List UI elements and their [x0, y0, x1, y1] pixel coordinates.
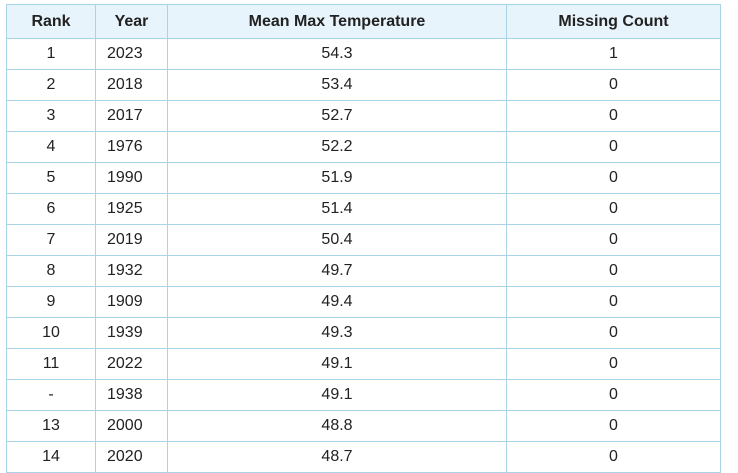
- table-cell: 1932: [95, 255, 168, 287]
- table-cell: 1909: [95, 286, 168, 318]
- table-row: 13 2000 48.8 0: [6, 410, 721, 442]
- rank-table: Rank Year Mean Max Temperature Missing Coun…: [6, 4, 721, 473]
- header-cell: Mean Max Temperature: [167, 4, 507, 39]
- table-cell: 48.8: [167, 410, 507, 442]
- table-cell: 7: [6, 224, 96, 256]
- table-row: 8 1932 49.7 0: [6, 255, 721, 287]
- table-cell: 0: [506, 286, 721, 318]
- table-cell: 49.1: [167, 348, 507, 380]
- table-cell: 2018: [95, 69, 168, 101]
- table-cell: 53.4: [167, 69, 507, 101]
- table-row: 3 2017 52.7 0: [6, 100, 721, 132]
- table-cell: 0: [506, 131, 721, 163]
- table-cell: 50.4: [167, 224, 507, 256]
- table-cell: 5: [6, 162, 96, 194]
- table-cell: 0: [506, 317, 721, 349]
- table-cell: 52.2: [167, 131, 507, 163]
- table-cell: 2019: [95, 224, 168, 256]
- table-cell: 3: [6, 100, 96, 132]
- table-cell: 0: [506, 69, 721, 101]
- table-cell: 2000: [95, 410, 168, 442]
- table-body: 1 2023 54.3 1 2 2018 53.4 0 3 2017 52.7 0 4 1976 52.2 0…: [6, 38, 721, 473]
- table-cell: 2: [6, 69, 96, 101]
- table-cell: 52.7: [167, 100, 507, 132]
- table-row: 1 2023 54.3 1: [6, 38, 721, 70]
- table-row: 11 2022 49.1 0: [6, 348, 721, 380]
- table-row: -1938 49.1 0: [6, 379, 721, 411]
- table-cell: 0: [506, 255, 721, 287]
- table-cell: 2022: [95, 348, 168, 380]
- table-cell: 0: [506, 379, 721, 411]
- header-cell: Missing Count: [506, 4, 721, 39]
- table-cell: 49.7: [167, 255, 507, 287]
- table-cell: 0: [506, 410, 721, 442]
- table-row: 2 2018 53.4 0: [6, 69, 721, 101]
- table-cell: 6: [6, 193, 96, 225]
- table-cell: 1: [6, 38, 96, 70]
- table-cell: 0: [506, 193, 721, 225]
- table-cell: 1925: [95, 193, 168, 225]
- table-cell: 11: [6, 348, 96, 380]
- table-cell: -: [6, 379, 96, 411]
- table-cell: 0: [506, 348, 721, 380]
- table-cell: 49.3: [167, 317, 507, 349]
- table-cell: 2023: [95, 38, 168, 70]
- table-cell: 54.3: [167, 38, 507, 70]
- table-cell: 2017: [95, 100, 168, 132]
- table-row: 14 2020 48.7 0: [6, 441, 721, 473]
- table-cell: 49.1: [167, 379, 507, 411]
- table-cell: 1938: [95, 379, 168, 411]
- table-cell: 10: [6, 317, 96, 349]
- table-cell: 2020: [95, 441, 168, 473]
- header-row: Rank Year Mean Max Temperature Missing Coun…: [6, 4, 721, 39]
- header-cell: Rank: [6, 4, 96, 39]
- table-cell: 0: [506, 441, 721, 473]
- table-cell: 1976: [95, 131, 168, 163]
- table-row: 6 1925 51.4 0: [6, 193, 721, 225]
- table-cell: 49.4: [167, 286, 507, 318]
- table-cell: 51.4: [167, 193, 507, 225]
- table-cell: 0: [506, 224, 721, 256]
- table-cell: 48.7: [167, 441, 507, 473]
- table-cell: 9: [6, 286, 96, 318]
- table-cell: 51.9: [167, 162, 507, 194]
- table-cell: 1: [506, 38, 721, 70]
- table-cell: 13: [6, 410, 96, 442]
- table-cell: 1939: [95, 317, 168, 349]
- table-row: 10 1939 49.3 0: [6, 317, 721, 349]
- table-cell: 0: [506, 162, 721, 194]
- table-cell: 14: [6, 441, 96, 473]
- table-row: 4 1976 52.2 0: [6, 131, 721, 163]
- table-row: 9 1909 49.4 0: [6, 286, 721, 318]
- header-cell: Year: [95, 4, 168, 39]
- table-cell: 0: [506, 100, 721, 132]
- table-cell: 1990: [95, 162, 168, 194]
- table-row: 7 2019 50.4 0: [6, 224, 721, 256]
- table-row: 5 1990 51.9 0: [6, 162, 721, 194]
- table-cell: 8: [6, 255, 96, 287]
- table-cell: 4: [6, 131, 96, 163]
